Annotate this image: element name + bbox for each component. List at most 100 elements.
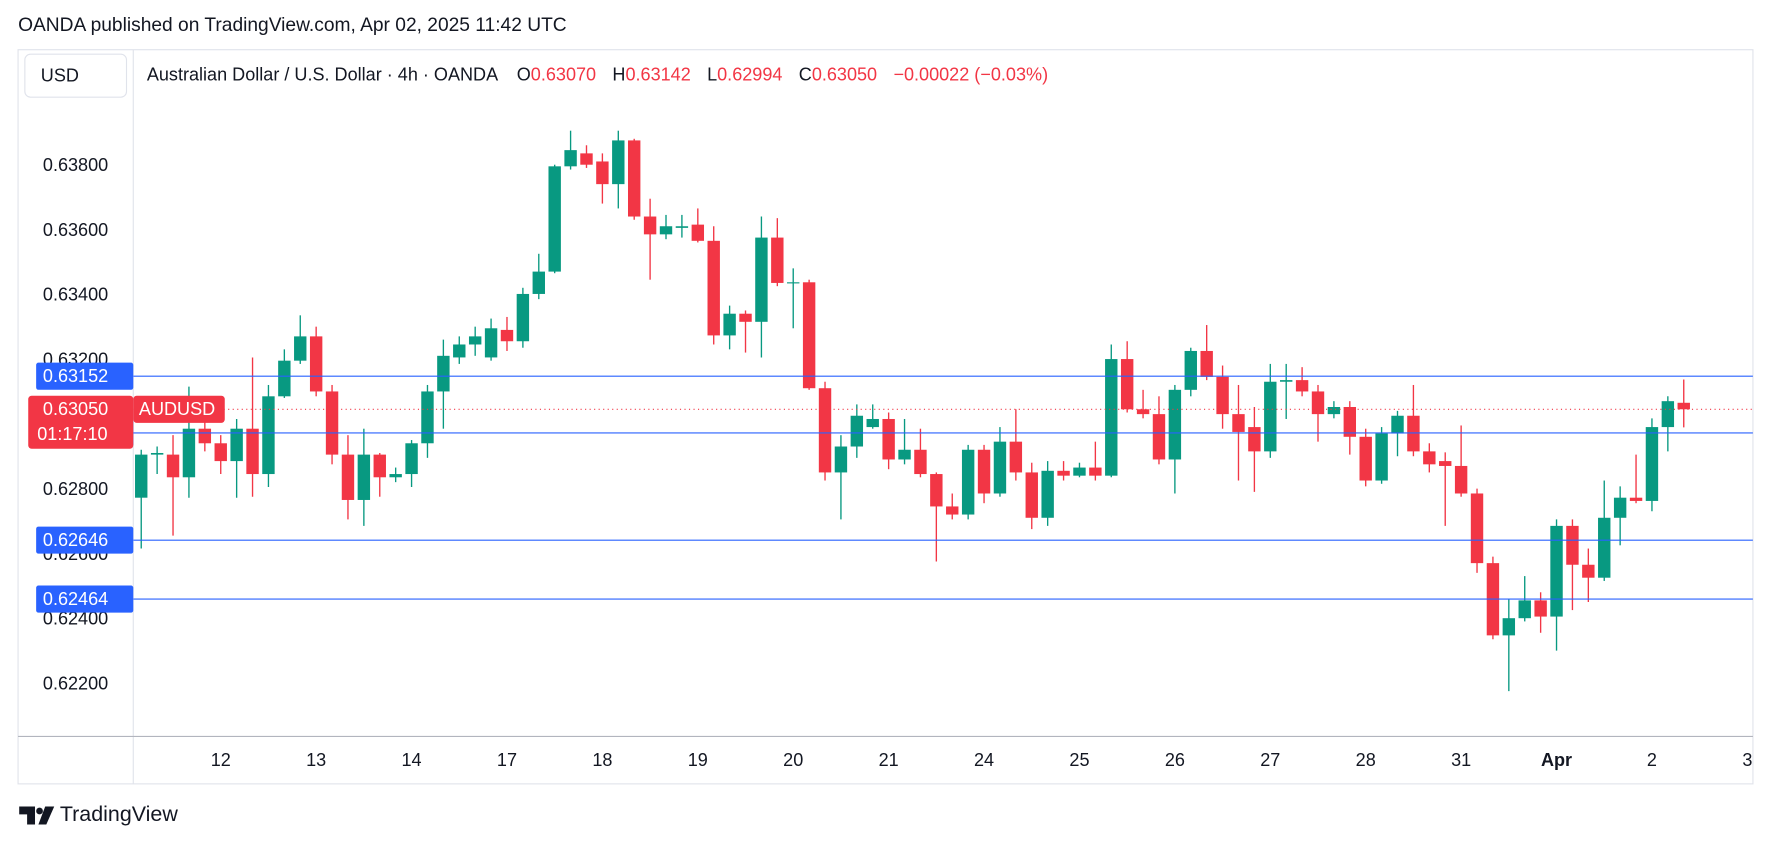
candle-body <box>802 282 816 389</box>
low-value: 0.62994 <box>717 64 782 84</box>
candle-body <box>532 271 545 294</box>
candle-body <box>1120 359 1134 410</box>
candle-body <box>278 360 291 397</box>
candle-body <box>898 449 911 460</box>
candle-body <box>691 224 705 241</box>
candle-body <box>1407 415 1420 452</box>
candle-body <box>214 443 227 462</box>
candle-body <box>675 226 689 228</box>
horizontal-line-label: 0.62646 <box>43 530 108 550</box>
tradingview-logo <box>19 806 55 825</box>
currency-button[interactable] <box>24 53 128 98</box>
candle-body <box>484 328 498 358</box>
candle-body <box>580 153 593 165</box>
candle-body <box>596 161 609 185</box>
candle-body <box>453 344 466 358</box>
candle-body <box>1343 406 1357 437</box>
x-tick-label: 26 <box>1165 750 1185 770</box>
candle-body <box>1216 376 1229 415</box>
candle-body <box>421 391 434 444</box>
candle-body <box>1200 350 1213 377</box>
candle-body <box>866 418 879 428</box>
candle-body <box>389 474 402 478</box>
candle-body <box>1613 497 1627 518</box>
candle-body <box>1598 517 1611 578</box>
candle-body <box>643 216 657 235</box>
candle-body <box>1009 441 1023 473</box>
candle-body <box>1295 380 1309 392</box>
symbol-label: AUDUSD <box>139 399 215 419</box>
x-tick-label: 12 <box>211 750 231 770</box>
change: −0.00022 (−0.03%) <box>893 64 1048 84</box>
candle-body <box>516 293 530 342</box>
candle-body <box>977 449 991 494</box>
candle-body <box>1582 564 1595 578</box>
horizontal-line-tag <box>36 585 134 613</box>
horizontal-line-label: 0.62464 <box>43 589 108 609</box>
x-tick-label: 31 <box>1451 750 1471 770</box>
candle-body <box>357 454 371 500</box>
candle-body <box>1248 427 1261 452</box>
candle-body <box>1391 415 1404 434</box>
candle-body <box>818 388 832 473</box>
y-tick-label: 0.63800 <box>43 155 108 175</box>
candle-body <box>1677 402 1690 410</box>
candle-body <box>1518 600 1531 619</box>
logo-dot <box>36 807 43 815</box>
candle-body <box>739 313 752 322</box>
x-tick-label: 21 <box>879 750 899 770</box>
x-tick-label: 3 <box>1742 750 1752 770</box>
candle-body <box>1041 470 1054 518</box>
low-letter: L <box>707 64 717 84</box>
candle-body <box>1152 414 1166 460</box>
candle-body <box>1439 461 1452 466</box>
candle-body <box>1454 465 1468 494</box>
candle-body <box>135 454 148 498</box>
y-tick-label: 0.62400 <box>43 609 108 629</box>
candle-body <box>1470 493 1484 564</box>
candle-body <box>166 454 180 478</box>
x-tick-label: 27 <box>1260 750 1280 770</box>
header-backdrop <box>135 56 1153 95</box>
high-letter: H <box>612 64 625 84</box>
candle-body <box>1264 381 1277 452</box>
candle-body <box>1661 401 1675 428</box>
candle-body <box>1629 497 1643 501</box>
candle-body <box>993 441 1007 494</box>
publish-note: OANDA published on TradingView.com, Apr … <box>18 15 567 36</box>
candle-body <box>914 449 927 475</box>
candle-body <box>1136 409 1150 415</box>
chart-frame <box>17 49 1754 785</box>
candle-body <box>405 443 418 475</box>
logo-slash <box>38 806 55 825</box>
candle-body <box>627 140 641 217</box>
x-tick-label: 18 <box>592 750 612 770</box>
candle-body <box>150 452 164 455</box>
candle-body <box>468 336 482 345</box>
y-tick-label: 0.63400 <box>43 285 108 305</box>
close-letter: C <box>799 64 812 84</box>
candle-body <box>548 166 561 272</box>
logo-mark <box>19 806 36 825</box>
candle-body <box>1025 472 1038 518</box>
symbol-title: Australian Dollar / U.S. Dollar · 4h · O… <box>147 64 499 84</box>
plot-area <box>133 130 1753 692</box>
candle-body <box>1311 391 1325 415</box>
candle-body <box>707 240 720 336</box>
x-tick-label: 19 <box>688 750 708 770</box>
countdown: 01:17:10 <box>37 424 107 444</box>
candle-body <box>262 396 275 475</box>
candle-body <box>373 454 386 478</box>
candle-body <box>1550 525 1563 617</box>
x-tick-label: 28 <box>1356 750 1376 770</box>
candle-body <box>1375 433 1388 481</box>
candle-body <box>500 329 514 342</box>
candle-body <box>771 237 784 283</box>
candle-body <box>1566 525 1579 565</box>
candle-body <box>1168 389 1182 460</box>
candle-body <box>246 428 259 475</box>
candle-body <box>309 336 323 392</box>
currency-label[interactable]: USD <box>41 66 79 86</box>
